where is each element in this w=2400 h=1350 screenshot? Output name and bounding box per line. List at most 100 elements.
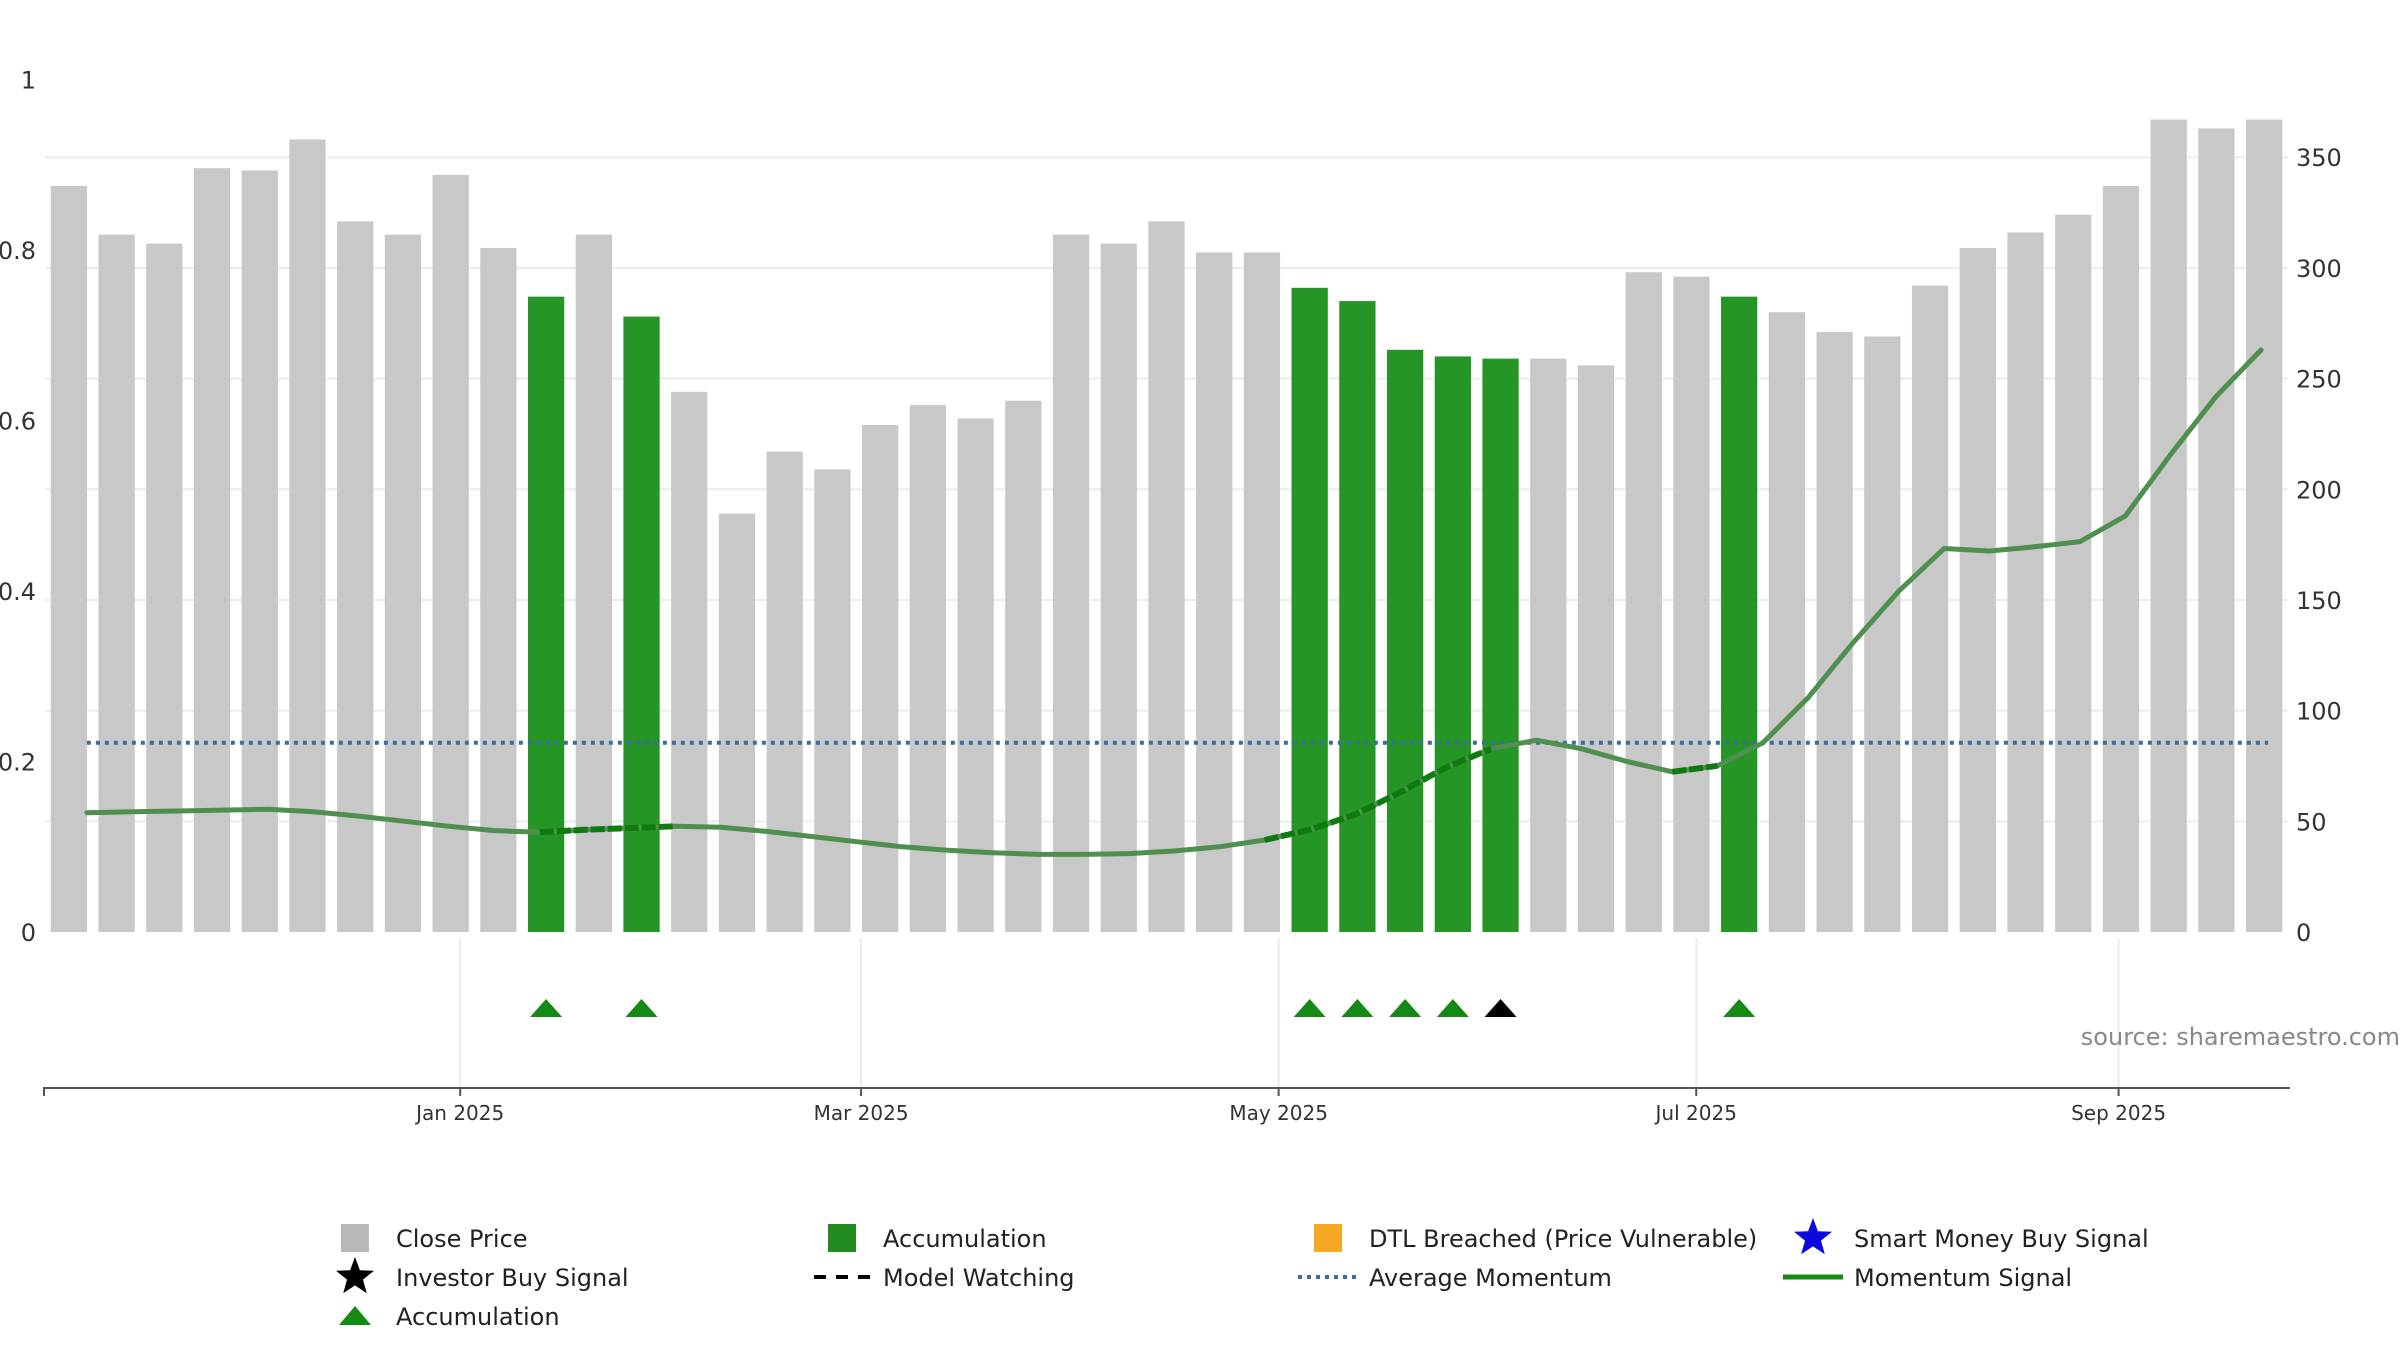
accumulation-marker	[1389, 999, 1422, 1017]
legend-item: Investor Buy Signal	[336, 1257, 629, 1294]
close-price-bar	[50, 185, 87, 933]
close-price-bar	[480, 247, 517, 933]
close-price-bar	[2055, 214, 2092, 933]
close-price-bar	[1768, 312, 1806, 933]
right-tick-label: 50	[2296, 808, 2327, 836]
close-price-bar	[1148, 221, 1185, 933]
right-tick-label: 250	[2296, 366, 2342, 394]
close-price-bar	[193, 168, 231, 932]
bars-layer	[50, 119, 2283, 933]
legend-item: Accumulation	[339, 1303, 560, 1331]
legend-label: Accumulation	[396, 1303, 560, 1331]
right-tick-label: 150	[2296, 587, 2342, 615]
accumulation-marker	[1723, 999, 1756, 1017]
legend-label: Investor Buy Signal	[396, 1264, 629, 1292]
right-tick-label: 200	[2296, 476, 2342, 504]
accumulation-bar	[623, 316, 660, 933]
x-tick-label: May 2025	[1229, 1101, 1328, 1125]
right-axis: 0 50 100 150 200 250 300 350	[2296, 144, 2342, 947]
legend-item: DTL Breached (Price Vulnerable)	[1314, 1224, 1757, 1253]
legend-label: Accumulation	[883, 1225, 1047, 1253]
left-tick-label: 0.6	[0, 408, 36, 436]
accumulation-bar	[527, 296, 565, 933]
close-price-bar	[2198, 128, 2235, 932]
legend-label: Average Momentum	[1369, 1264, 1612, 1292]
left-tick-label: 0	[21, 919, 36, 947]
legend: Close Price Accumulation DTL Breached (Pri…	[336, 1218, 2149, 1331]
close-price-bar	[2007, 232, 2044, 933]
close-price-bar	[1673, 276, 1710, 933]
investor-buy-signal-marker	[1484, 999, 1517, 1017]
accumulation-bar	[1482, 358, 1519, 933]
legend-label: Close Price	[396, 1225, 528, 1253]
close-price-bar	[1911, 285, 1949, 933]
legend-item: Smart Money Buy Signal	[1794, 1218, 2149, 1255]
left-tick-label: 0.2	[0, 749, 36, 777]
close-price-bar	[1864, 336, 1901, 933]
left-tick-label: 0.8	[0, 237, 36, 265]
close-price-bar	[289, 139, 326, 932]
legend-star-icon	[1794, 1218, 1832, 1255]
legend-label: Momentum Signal	[1854, 1264, 2072, 1292]
close-price-bar	[146, 243, 183, 933]
close-price-bar	[1530, 358, 1567, 933]
accumulation-marker	[1341, 999, 1374, 1017]
legend-label: Model Watching	[883, 1264, 1075, 1292]
left-axis: 0 0.2 0.4 0.6 0.8 1	[0, 67, 36, 947]
close-price-bar	[671, 391, 708, 933]
close-price-bar	[1100, 243, 1137, 933]
momentum-signal-highlight	[1671, 762, 1718, 775]
close-price-bar	[814, 469, 851, 932]
legend-item: Model Watching	[814, 1264, 1075, 1292]
legend-item: Accumulation	[828, 1224, 1047, 1253]
legend-square-icon	[341, 1224, 369, 1252]
source-label: source: sharemaestro.com	[2081, 1023, 2400, 1051]
x-tick-label: Jul 2025	[1654, 1101, 1737, 1125]
close-price-bar	[1959, 247, 1996, 933]
accumulation-marker	[1293, 999, 1326, 1017]
momentum-signal-highlight	[1263, 746, 1493, 843]
close-price-bar	[957, 418, 994, 933]
x-tick-label: Jan 2025	[414, 1101, 504, 1125]
close-price-bar	[2150, 119, 2187, 932]
x-axis: Jan 2025 Mar 2025 May 2025 Jul 2025 Sep 2025	[43, 1087, 2290, 1125]
x-tick-label: Sep 2025	[2071, 1101, 2166, 1125]
close-price-bar	[384, 234, 422, 933]
legend-square-icon	[1314, 1224, 1342, 1252]
close-price-bar	[2102, 185, 2140, 933]
close-price-bar	[337, 221, 374, 933]
momentum-signal-line	[84, 347, 2264, 857]
momentum-line-layer	[84, 347, 2264, 857]
close-price-bar	[98, 234, 135, 933]
legend-item: Momentum Signal	[1783, 1264, 2072, 1292]
accumulation-marker	[530, 999, 563, 1017]
close-price-bar	[1052, 234, 1090, 933]
legend-square-icon	[828, 1224, 856, 1252]
right-tick-label: 100	[2296, 698, 2342, 726]
right-tick-label: 0	[2296, 919, 2311, 947]
close-price-bar	[432, 174, 469, 932]
right-tick-label: 350	[2296, 144, 2342, 172]
close-price-bar	[909, 405, 947, 933]
accumulation-marker	[1436, 999, 1469, 1017]
signal-panel	[459, 938, 2120, 1088]
close-price-bar	[1625, 272, 1662, 933]
close-price-bar	[1816, 332, 1853, 933]
x-tick-label: Mar 2025	[814, 1101, 909, 1125]
accumulation-bar	[1291, 287, 1328, 933]
accumulation-bar	[1434, 356, 1471, 933]
momentum-signal-highlight	[539, 823, 676, 836]
legend-item: Average Momentum	[1298, 1264, 1612, 1292]
close-price-bar	[766, 451, 803, 932]
accumulation-marker	[625, 999, 658, 1017]
accumulation-bar	[1339, 301, 1376, 933]
legend-star-icon	[336, 1257, 374, 1294]
close-price-bar	[2246, 119, 2283, 932]
left-tick-label: 0.4	[0, 578, 36, 606]
close-price-bar	[1577, 365, 1615, 933]
left-tick-label: 1	[21, 67, 36, 95]
accumulation-bar	[1721, 296, 1758, 933]
close-price-bar	[1196, 252, 1233, 933]
close-price-bar	[1005, 400, 1042, 933]
